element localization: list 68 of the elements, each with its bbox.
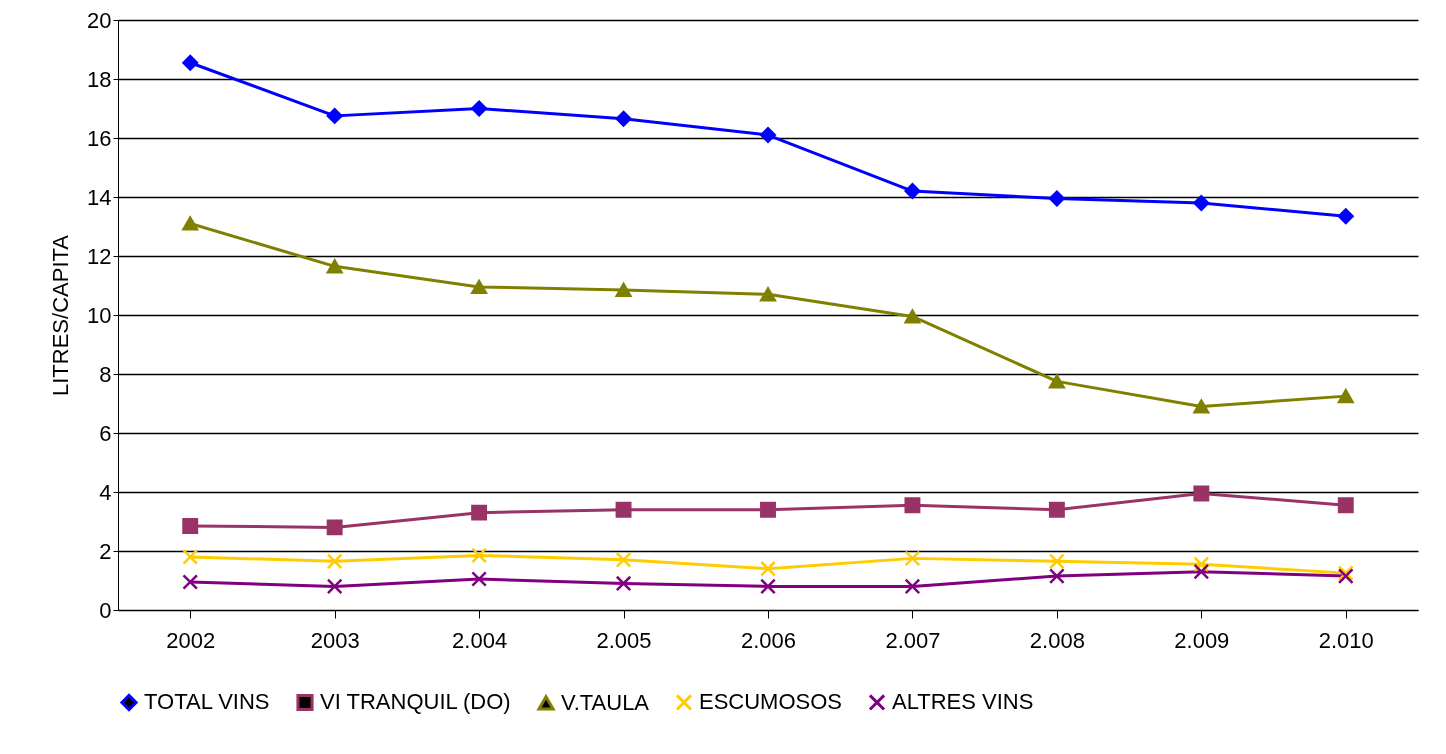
point [471,100,488,117]
y-tick-label: 18 [87,66,112,92]
y-tick-label: 6 [99,420,112,446]
point [760,501,776,518]
point [615,110,632,127]
legend-label: ESCUMOSOS [699,689,843,715]
x-tick-label: 2.004 [452,627,508,653]
point [471,571,488,587]
point [471,279,488,295]
point [760,127,776,144]
point [904,578,921,595]
y-tick-label: 16 [87,125,112,151]
y-tick-label: 20 [87,7,112,33]
x-tick-label: 2.006 [740,627,797,653]
point [760,578,776,595]
legend-label: ALTRES VINS [892,689,1034,715]
point [471,547,488,564]
point [904,183,921,200]
point [471,504,488,521]
point [182,574,199,590]
point [615,551,632,568]
point [182,54,199,71]
y-tick-label: 4 [99,479,112,505]
legend-label: V.TAULA [561,689,650,715]
point [1193,563,1210,580]
x-tick-label: 2.010 [1318,627,1374,653]
y-axis-title: LITRES/CAPITA [48,234,74,396]
point [760,560,776,577]
point [1193,485,1210,502]
point [326,107,343,124]
point [760,287,776,302]
y-tick-label: 8 [99,361,112,387]
legend-label: VI TRANQUIL (DO) [320,689,511,715]
point [326,578,343,595]
point [182,548,199,565]
point [904,550,921,567]
y-tick-label: 14 [87,184,112,210]
point [1048,374,1065,389]
point [1048,501,1065,518]
x-tick-label: 2.007 [885,627,941,653]
y-tick-label: 0 [99,597,112,623]
y-tick-label: 12 [87,243,112,269]
point [326,553,343,570]
point [1193,399,1210,414]
point [615,282,632,297]
y-tick-label: 2 [99,538,112,564]
point [326,259,343,274]
point [904,497,921,514]
point [904,309,921,324]
x-tick-label: 2.009 [1174,627,1230,653]
point [1337,389,1354,404]
point [326,519,343,536]
point [1048,568,1065,585]
point [1048,190,1065,207]
x-tick-label: 2.008 [1029,627,1085,653]
point [182,216,199,231]
point [1337,497,1354,514]
x-tick-label: 2002 [166,627,216,653]
point [1193,194,1210,211]
point [1048,553,1065,570]
point [182,517,199,534]
point [1337,208,1354,225]
point [615,575,632,592]
x-tick-label: 2.005 [596,627,652,653]
point [615,501,632,518]
legend-label: TOTAL VINS [144,689,270,715]
y-tick-label: 10 [87,302,112,328]
x-tick-label: 2003 [310,627,360,653]
